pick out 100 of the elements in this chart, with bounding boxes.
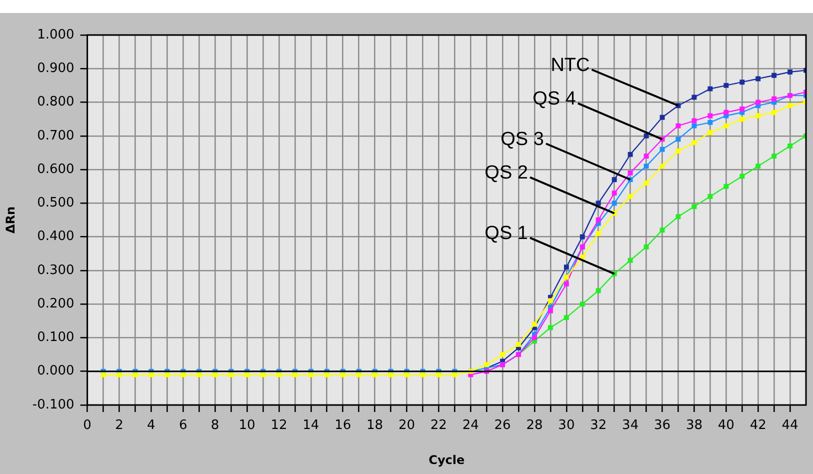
point (628, 152, 633, 157)
point (580, 302, 585, 307)
point (612, 177, 617, 182)
point (676, 123, 681, 128)
point (708, 130, 713, 136)
x-tick-label: 40 (718, 418, 734, 434)
x-tick-label: 36 (654, 418, 671, 434)
point (772, 154, 777, 159)
point (628, 258, 633, 263)
x-tick-label: 30 (558, 418, 575, 434)
y-tick-label: 0.400 (37, 229, 74, 244)
point (356, 372, 362, 378)
point (548, 325, 553, 330)
point (644, 154, 649, 159)
point (484, 362, 490, 368)
point (692, 140, 697, 146)
point (740, 106, 745, 112)
x-tick-label: 44 (782, 418, 798, 434)
point (788, 144, 793, 148)
point (564, 281, 569, 286)
x-tick-label: 12 (270, 418, 288, 434)
point (452, 372, 458, 378)
point (324, 372, 330, 378)
y-tick-label: 0.700 (37, 128, 74, 144)
x-tick-label: 2 (115, 418, 124, 434)
point (308, 372, 314, 378)
x-tick-label: 14 (302, 418, 320, 434)
y-tick-label: 0.600 (37, 162, 74, 177)
y-tick-label: 0.500 (37, 196, 74, 211)
point (516, 342, 521, 347)
annotation: QS 2 (484, 162, 528, 184)
point (500, 352, 506, 358)
x-tick-label: 8 (210, 418, 220, 434)
x-tick-label: 0 (83, 418, 92, 434)
point (692, 123, 697, 128)
point (260, 372, 266, 378)
point (708, 113, 713, 118)
point (228, 372, 234, 378)
point (420, 372, 426, 378)
annotation: QS 4 (532, 88, 576, 110)
point (436, 372, 442, 378)
point (660, 164, 665, 169)
annotation: QS 1 (484, 223, 528, 244)
y-tick-label: -0.100 (32, 397, 74, 412)
point (148, 372, 154, 378)
point (564, 264, 569, 270)
point (756, 100, 761, 105)
point (724, 184, 729, 189)
point (596, 200, 601, 206)
x-tick-label: 34 (622, 418, 639, 434)
y-axis-title: ΔRn (3, 206, 18, 234)
x-tick-label: 32 (590, 418, 607, 434)
x-tick-label: 22 (430, 418, 447, 434)
x-tick-label: 16 (334, 418, 352, 434)
annotation: QS 3 (500, 128, 544, 150)
point (692, 118, 697, 124)
x-tick-label: 18 (366, 418, 384, 434)
point (788, 103, 793, 108)
point (276, 372, 282, 378)
point (644, 133, 649, 138)
point (724, 123, 729, 128)
y-tick-label: 0.200 (37, 296, 74, 312)
x-tick-label: 42 (750, 418, 766, 434)
x-tick-label: 24 (462, 418, 479, 434)
y-tick-label: 1.000 (37, 27, 74, 42)
point (212, 372, 218, 378)
point (196, 372, 202, 378)
point (724, 82, 729, 88)
point (612, 190, 617, 196)
point (676, 214, 681, 220)
point (756, 76, 761, 82)
point (180, 372, 186, 378)
point (692, 204, 697, 210)
point (596, 230, 601, 236)
point (724, 110, 729, 115)
point (596, 218, 601, 222)
point (740, 116, 745, 122)
point (628, 170, 633, 176)
point (708, 86, 713, 92)
point (548, 298, 553, 304)
point (692, 94, 697, 100)
y-tick-label: 0.800 (37, 94, 74, 110)
point (788, 70, 793, 74)
point (372, 372, 378, 378)
point (740, 174, 745, 179)
y-tick-label: 0.000 (37, 364, 74, 379)
point (532, 322, 537, 327)
x-tick-label: 28 (526, 418, 543, 434)
point (644, 164, 649, 169)
point (564, 315, 569, 320)
point (164, 372, 170, 378)
point (340, 372, 346, 378)
point (756, 113, 761, 118)
point (628, 194, 633, 199)
x-tick-label: 10 (238, 418, 256, 434)
point (756, 164, 761, 169)
point (660, 114, 665, 120)
point (244, 372, 250, 378)
annotation: NTC (550, 54, 590, 76)
x-tick-label: 4 (147, 418, 156, 434)
